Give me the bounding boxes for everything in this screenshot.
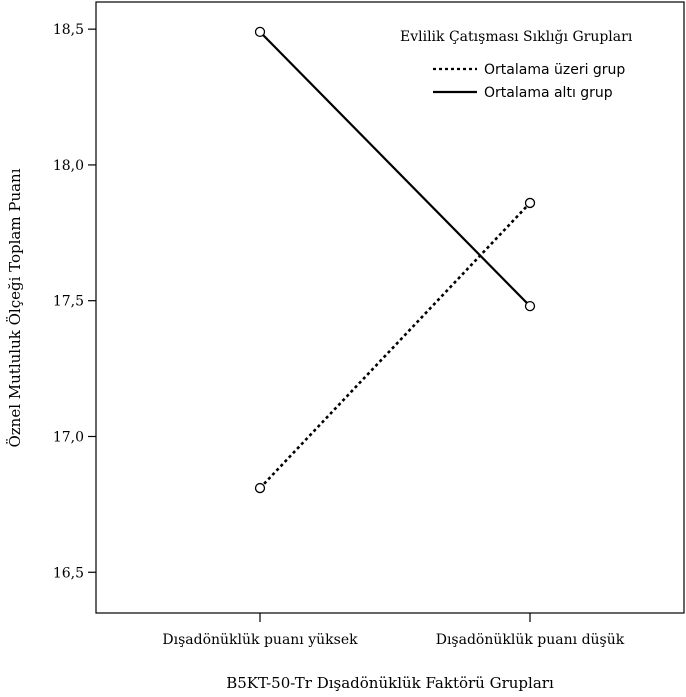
x-axis: Dışadönüklük puanı yüksek Dışadönüklük pu… (162, 613, 625, 648)
data-point-marker (254, 482, 266, 494)
x-tick-label: Dışadönüklük puanı yüksek (162, 632, 358, 648)
series-layer (254, 26, 536, 494)
series-line-below-average (259, 31, 531, 307)
y-tick-label: 16,5 (53, 565, 84, 581)
legend: Evlilik Çatışması Sıklığı Grupları Ortal… (400, 29, 633, 101)
data-point-marker (524, 300, 536, 312)
y-tick-label: 17,5 (53, 294, 84, 310)
y-axis: 16,5 17,0 17,5 18,0 18,5 (53, 22, 96, 581)
plot-frame (95, 1, 685, 614)
data-point-marker (524, 197, 536, 209)
x-axis-title: B5KT-50-Tr Dışadönüklük Faktörü Grupları (226, 674, 554, 692)
legend-title: Evlilik Çatışması Sıklığı Grupları (400, 29, 633, 45)
series-line-above-average (259, 202, 531, 489)
y-tick-label: 18,5 (53, 22, 84, 38)
y-axis-title: Öznel Mutluluk Ölçeği Toplam Puanı (6, 168, 24, 447)
legend-label-below-average: Ortalama altı grup (484, 85, 613, 101)
x-tick-label: Dışadönüklük puanı düşük (436, 632, 625, 648)
y-tick-label: 18,0 (53, 158, 84, 174)
y-tick-label: 17,0 (53, 429, 84, 445)
legend-label-above-average: Ortalama üzeri grup (484, 62, 625, 78)
data-point-marker (254, 26, 266, 38)
